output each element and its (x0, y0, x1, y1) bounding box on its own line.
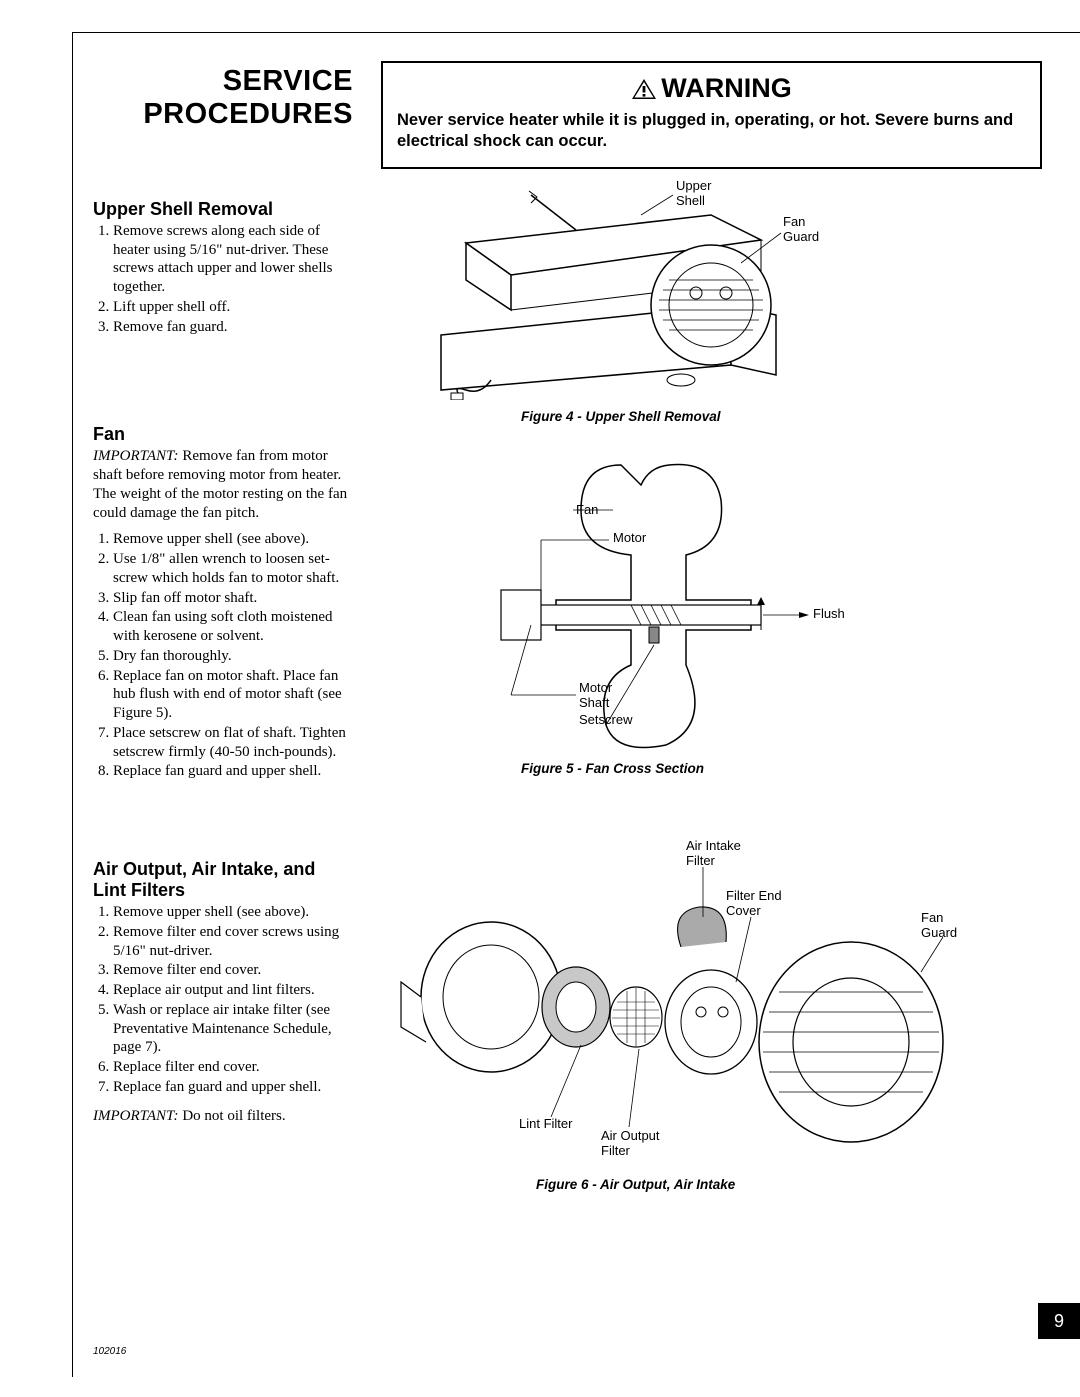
figure-6: Air Intake Filter Filter End Cover Fan G… (381, 827, 1042, 1197)
step-item: Replace fan guard and upper shell. (113, 762, 353, 781)
step-item: Remove fan guard. (113, 318, 353, 337)
fig4-label-fan-guard: Fan Guard (783, 215, 819, 245)
figure-4-svg (381, 185, 921, 400)
fig6-label-lint: Lint Filter (519, 1117, 572, 1132)
step-item: Replace fan guard and upper shell. (113, 1078, 353, 1097)
title-line: SERVICE (93, 65, 353, 98)
important-text: Do not oil filters. (182, 1108, 285, 1124)
section-heading: Fan (93, 424, 353, 445)
fig6-label-filter-end: Filter End Cover (726, 889, 782, 919)
fig5-label-motor-shaft: Motor Shaft (579, 681, 612, 711)
fig6-label-air-intake: Air Intake Filter (686, 839, 741, 869)
fig5-label-fan: Fan (576, 503, 598, 518)
section-heading: Upper Shell Removal (93, 199, 353, 220)
step-item: Remove upper shell (see above). (113, 903, 353, 922)
document-number: 102016 (93, 1346, 126, 1357)
step-item: Dry fan thoroughly. (113, 647, 353, 666)
warning-icon (631, 78, 657, 100)
page-inner: SERVICE PROCEDURES WARNING Never service… (73, 33, 1080, 1197)
step-item: Remove upper shell (see above). (113, 530, 353, 549)
warning-heading: WARNING (397, 73, 1026, 104)
step-item: Clean fan using soft cloth moistened wit… (113, 608, 353, 646)
important-note: IMPORTANT: Remove fan from motor shaft b… (93, 447, 353, 522)
title-line: PROCEDURES (93, 98, 353, 131)
steps-list: Remove upper shell (see above). Remove f… (93, 903, 353, 1097)
figure-4-caption: Figure 4 - Upper Shell Removal (521, 409, 721, 424)
content-columns: Upper Shell Removal Remove screws along … (93, 185, 1042, 1197)
figure-5-caption: Figure 5 - Fan Cross Section (521, 761, 704, 776)
section-filters: Air Output, Air Intake, and Lint Filters… (93, 859, 353, 1125)
fig5-label-flush: Flush (813, 607, 845, 622)
left-column: Upper Shell Removal Remove screws along … (93, 185, 353, 1197)
figure-4: Upper Shell Fan Guard Figure 4 - Upper S… (381, 185, 1042, 425)
section-heading: Air Output, Air Intake, and Lint Filters (93, 859, 353, 901)
section-shell: Upper Shell Removal Remove screws along … (93, 199, 353, 337)
step-item: Lift upper shell off. (113, 298, 353, 317)
step-item: Place setscrew on flat of shaft. Tighten… (113, 724, 353, 762)
fig4-label-upper-shell: Upper Shell (676, 179, 711, 209)
warning-box: WARNING Never service heater while it is… (381, 61, 1042, 169)
page-number: 9 (1038, 1303, 1080, 1339)
step-item: Replace fan on motor shaft. Place fan hu… (113, 667, 353, 723)
fig5-label-motor: Motor (613, 531, 646, 546)
fig6-label-air-output: Air Output Filter (601, 1129, 660, 1159)
step-item: Remove screws along each side of heater … (113, 222, 353, 297)
fig5-label-setscrew: Setscrew (579, 713, 632, 728)
right-column: Upper Shell Fan Guard Figure 4 - Upper S… (381, 185, 1042, 1197)
figure-5: Fan Motor Flush Motor Shaft Setscrew Fig… (381, 455, 1042, 785)
step-item: Wash or replace air intake filter (see P… (113, 1001, 353, 1057)
warning-text: Never service heater while it is plugged… (397, 110, 1026, 153)
important-note: IMPORTANT: Do not oil filters. (93, 1107, 353, 1126)
step-item: Replace air output and lint filters. (113, 981, 353, 1000)
fig6-label-fan-guard: Fan Guard (921, 911, 957, 941)
steps-list: Remove upper shell (see above). Use 1/8"… (93, 530, 353, 781)
figure-6-caption: Figure 6 - Air Output, Air Intake (536, 1177, 735, 1192)
step-item: Remove filter end cover. (113, 961, 353, 980)
step-item: Replace filter end cover. (113, 1058, 353, 1077)
important-label: IMPORTANT: (93, 1108, 179, 1124)
warning-head-text: WARNING (661, 73, 792, 104)
steps-list: Remove screws along each side of heater … (93, 222, 353, 337)
important-label: IMPORTANT: (93, 448, 179, 464)
step-item: Remove filter end cover screws using 5/1… (113, 923, 353, 961)
step-item: Slip fan off motor shaft. (113, 589, 353, 608)
header-row: SERVICE PROCEDURES WARNING Never service… (93, 61, 1042, 169)
step-item: Use 1/8" allen wrench to loosen set-scre… (113, 550, 353, 588)
page-frame: SERVICE PROCEDURES WARNING Never service… (72, 32, 1080, 1377)
figure-6-svg (381, 827, 981, 1167)
section-fan: Fan IMPORTANT: Remove fan from motor sha… (93, 424, 353, 781)
figure-5-svg (381, 455, 901, 755)
page-title: SERVICE PROCEDURES (93, 61, 353, 132)
